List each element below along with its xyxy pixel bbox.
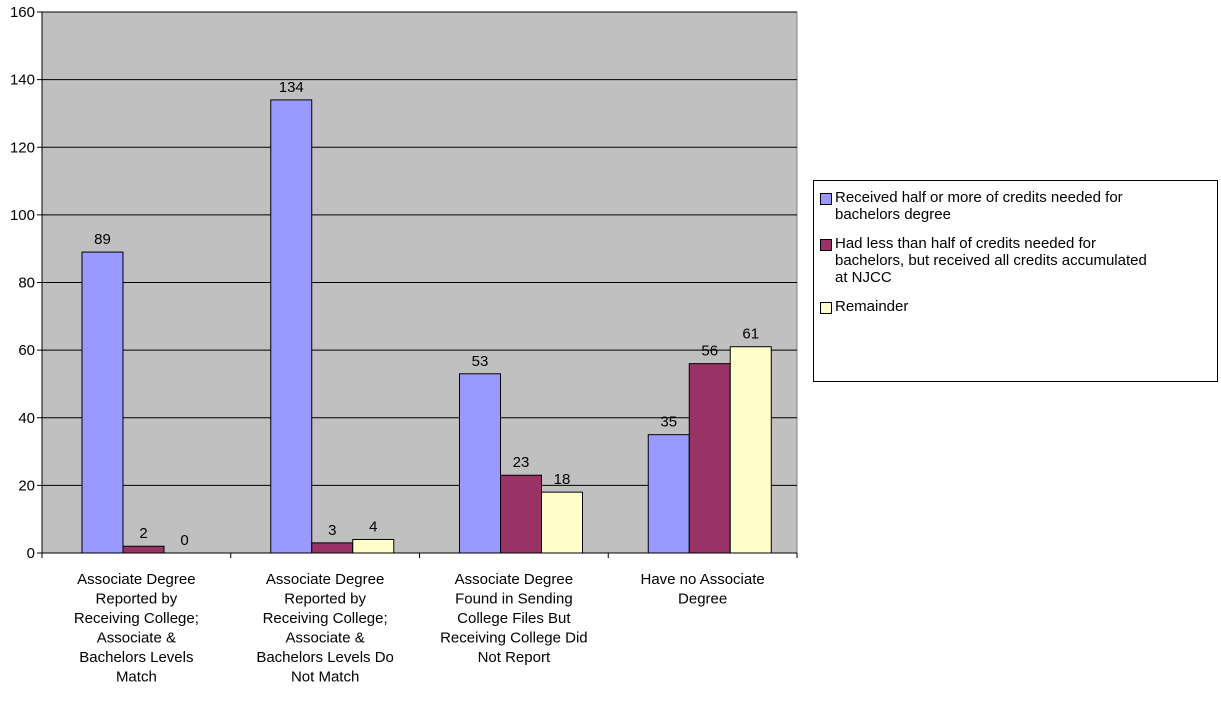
bar [647, 434, 690, 554]
data-label: 61 [742, 326, 759, 343]
legend-swatch [820, 239, 832, 251]
data-label: 56 [701, 343, 718, 360]
category-label: Associate Degree Reported by Receiving Col… [256, 571, 394, 686]
data-label: 53 [472, 353, 489, 370]
bar [541, 491, 583, 554]
bar [270, 99, 313, 554]
data-label: 35 [660, 414, 677, 431]
bar [729, 346, 772, 554]
legend-item: Remainder [820, 298, 1211, 315]
bars [81, 99, 772, 554]
y-tick-label: 140 [10, 72, 35, 89]
legend-swatch [820, 193, 832, 205]
y-tick-label: 100 [10, 207, 35, 224]
data-label: 4 [369, 518, 377, 535]
legend-swatch [820, 302, 832, 314]
y-tick-label: 20 [18, 477, 35, 494]
bar [81, 251, 124, 554]
legend-item: Had less than half of credits needed for… [820, 235, 1211, 286]
bar [688, 363, 731, 554]
data-label: 2 [139, 525, 147, 542]
y-tick-label: 40 [18, 410, 35, 427]
bar [459, 373, 501, 554]
category-label: Associate Degree Reported by Receiving Col… [74, 571, 199, 686]
legend-label: Received half or more of credits needed … [835, 189, 1123, 223]
data-label: 134 [279, 79, 304, 96]
y-tick-label: 80 [18, 275, 35, 292]
legend-label: Had less than half of credits needed for… [835, 235, 1147, 286]
y-tick-label: 0 [27, 545, 35, 562]
legend-label: Remainder [835, 298, 909, 315]
bar [352, 538, 395, 554]
data-label: 89 [94, 231, 111, 248]
data-label: 0 [180, 532, 188, 549]
bar [122, 545, 165, 554]
category-label: Have no Associate Degree [641, 571, 765, 608]
data-labels: 89 2 0 134 3 4 53 23 18 35 56 61 [94, 79, 759, 549]
data-label: 23 [513, 454, 530, 471]
data-label: 18 [554, 471, 571, 488]
y-tick-label: 60 [18, 342, 35, 359]
y-tick-label: 160 [10, 4, 35, 21]
legend-item: Received half or more of credits needed … [820, 189, 1211, 223]
legend: Received half or more of credits needed … [813, 180, 1218, 382]
bar [500, 474, 542, 554]
bar [311, 542, 354, 554]
y-tick-label: 120 [10, 139, 35, 156]
data-label: 3 [328, 522, 336, 539]
category-label: Associate Degree Found in Sending College … [440, 571, 588, 666]
